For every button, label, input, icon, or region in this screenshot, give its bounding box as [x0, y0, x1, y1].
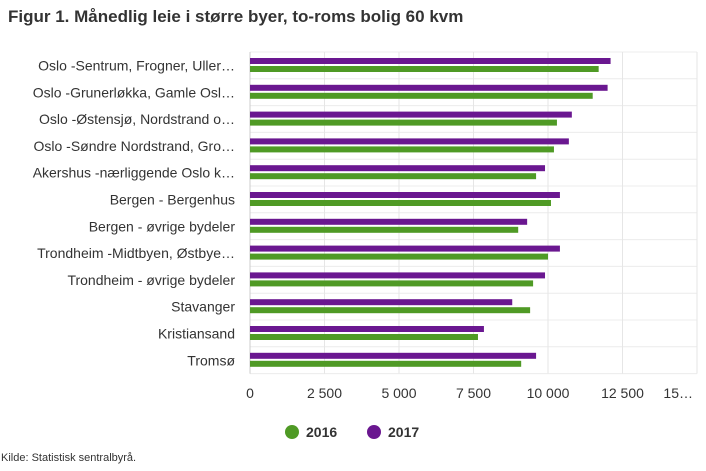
- source-note: Kilde: Statistisk sentralbyrå.: [1, 452, 137, 464]
- bar-2017-0[interactable]: [250, 58, 611, 64]
- category-label: Oslo -Østensjø, Nordstrand o…: [39, 111, 235, 127]
- category-label: Bergen - Bergenhus: [110, 192, 235, 208]
- bar-2017-4[interactable]: [250, 165, 546, 172]
- bar-2016-11[interactable]: [250, 360, 522, 367]
- category-label: Bergen - øvrige bydeler: [89, 218, 236, 234]
- bar-2016-9[interactable]: [250, 307, 531, 314]
- category-label: Oslo -Søndre Nordstrand, Gro…: [33, 138, 235, 154]
- bar-2017-11[interactable]: [250, 352, 537, 359]
- legend-label-2016: 2016: [306, 424, 338, 440]
- bar-2016-10[interactable]: [250, 334, 478, 340]
- category-label: Oslo -Sentrum, Frogner, Uller…: [38, 58, 235, 74]
- category-label: Trondheim - øvrige bydeler: [67, 272, 235, 288]
- x-axis-tick-labels: 0 2 500 5 000 7 500 10 000 12 500 15…: [246, 385, 693, 401]
- category-label: Tromsø: [187, 352, 235, 368]
- bar-2016-6[interactable]: [250, 226, 519, 233]
- x-tick-label: 10 000: [527, 385, 570, 401]
- bar-2016-5[interactable]: [250, 200, 551, 206]
- gridlines: [249, 51, 698, 375]
- x-tick-label: 0: [246, 385, 254, 401]
- legend-marker-2016: [285, 425, 299, 439]
- bar-2017-2[interactable]: [250, 111, 572, 118]
- bar-2016-1[interactable]: [250, 92, 593, 99]
- bar-2016-2[interactable]: [250, 119, 557, 126]
- bar-2017-1[interactable]: [250, 84, 608, 91]
- chart-title: Figur 1. Månedlig leie i større byer, to…: [8, 7, 464, 26]
- bar-2017-6[interactable]: [250, 218, 528, 225]
- bar-2016-4[interactable]: [250, 173, 537, 180]
- bar-2016-8[interactable]: [250, 280, 534, 287]
- x-tick-label: 5 000: [381, 385, 416, 401]
- bar-2017-3[interactable]: [250, 138, 569, 145]
- bars: [250, 58, 611, 367]
- bar-2017-8[interactable]: [250, 272, 546, 279]
- category-label: Trondheim -Midtbyen, Østbye…: [37, 245, 235, 261]
- bar-2017-7[interactable]: [250, 245, 560, 252]
- x-tick-label: 15…: [663, 385, 693, 401]
- legend-label-2017: 2017: [388, 424, 420, 440]
- bar-2017-5[interactable]: [250, 192, 560, 198]
- legend-marker-2017: [367, 425, 381, 439]
- category-label: Stavanger: [171, 299, 235, 315]
- bar-chart: Oslo -Sentrum, Frogner, Uller… Oslo -Grun…: [33, 51, 698, 401]
- x-tick-label: 12 500: [601, 385, 644, 401]
- x-tick-label: 7 500: [456, 385, 491, 401]
- legend-item-2016[interactable]: 2016: [285, 423, 337, 441]
- bar-2017-9[interactable]: [250, 299, 513, 306]
- bar-2016-7[interactable]: [250, 253, 548, 260]
- category-label: Oslo -Grunerløkka, Gamle Osl…: [33, 84, 235, 100]
- category-label: Kristiansand: [158, 326, 235, 342]
- x-tick-label: 2 500: [307, 385, 342, 401]
- category-label: Akershus -nærliggende Oslo k…: [33, 165, 235, 181]
- legend-item-2017[interactable]: 2017: [367, 423, 419, 441]
- bar-2016-0[interactable]: [250, 66, 599, 72]
- category-labels: Oslo -Sentrum, Frogner, Uller… Oslo -Grun…: [33, 58, 236, 369]
- bar-2017-10[interactable]: [250, 326, 484, 332]
- bar-2016-3[interactable]: [250, 146, 554, 153]
